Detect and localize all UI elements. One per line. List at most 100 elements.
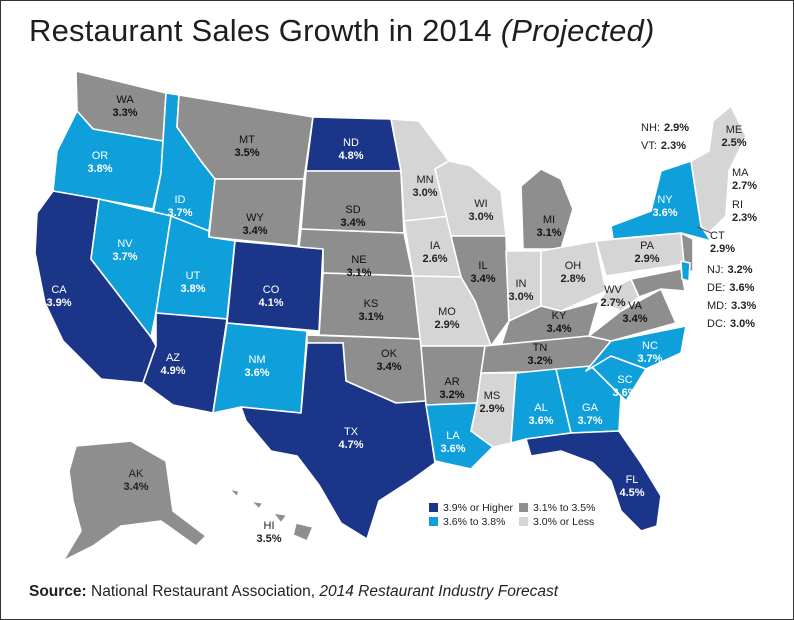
state-abbr-AL: AL — [534, 402, 547, 414]
state-abbr-ME: ME — [726, 124, 743, 136]
state-VA — [588, 288, 677, 342]
state-abbr-LA: LA — [446, 430, 460, 442]
state-value-WY: 3.4% — [242, 225, 267, 237]
state-abbr-AK: AK — [129, 468, 144, 480]
legend-label: 3.1% to 3.5% — [533, 502, 595, 514]
state-value-WI: 3.0% — [468, 211, 493, 223]
title-main: Restaurant Sales Growth in 2014 — [29, 13, 492, 48]
legend-label: 3.0% or Less — [533, 516, 594, 528]
state-value-NE: 3.1% — [346, 267, 371, 279]
state-value-IL: 3.4% — [470, 273, 495, 285]
state-NV — [90, 198, 172, 338]
state-value-MN: 3.0% — [412, 187, 437, 199]
state-AK — [62, 440, 207, 562]
source-credit: Source: National Restaurant Association,… — [29, 583, 558, 601]
state-abbr-MT: MT — [239, 134, 255, 146]
state-label-VA: VA3.4% — [622, 300, 647, 325]
side-label-DE: DE: 3.6% — [707, 282, 755, 294]
state-value-AK: 3.4% — [123, 481, 148, 493]
side-label-RI: RI 2.3% — [732, 199, 757, 224]
legend-item-low: 3.0% or Less — [519, 516, 594, 528]
state-abbr-OR: OR — [92, 150, 109, 162]
state-label-KS: KS3.1% — [358, 298, 383, 323]
state-value-ND: 4.8% — [338, 150, 363, 162]
state-value-UT: 3.8% — [180, 283, 205, 295]
state-value-WV: 2.7% — [600, 297, 625, 309]
state-value-SD: 3.4% — [340, 217, 365, 229]
state-value-WA: 3.3% — [112, 107, 137, 119]
state-GA — [555, 365, 622, 434]
side-value-VT: 2.3% — [661, 140, 686, 152]
state-abbr-WA: WA — [116, 94, 134, 106]
state-value-KY: 3.4% — [546, 323, 571, 335]
state-value-SC: 3.6% — [612, 387, 637, 399]
state-TX — [240, 342, 436, 540]
side-label-NJ: NJ: 3.2% — [707, 264, 753, 276]
state-label-OR: OR3.8% — [87, 150, 112, 175]
state-value-TX: 4.7% — [338, 439, 363, 451]
state-label-MI: MI3.1% — [536, 214, 561, 239]
state-value-KS: 3.1% — [358, 311, 383, 323]
state-abbr-AR: AR — [444, 376, 459, 388]
state-label-NC: NC3.7% — [637, 340, 662, 365]
state-label-KY: KY3.4% — [546, 310, 571, 335]
source-org: National Restaurant Association, — [91, 583, 316, 600]
state-label-UT: UT3.8% — [180, 270, 205, 295]
state-abbr-WY: WY — [246, 212, 264, 224]
side-value-NJ: 3.2% — [728, 264, 753, 276]
state-label-TN: TN3.2% — [527, 342, 552, 367]
state-label-WI: WI3.0% — [468, 198, 493, 223]
state-value-PA: 2.9% — [634, 253, 659, 265]
source-label: Source: — [29, 583, 87, 600]
state-label-CA: CA3.9% — [46, 284, 71, 309]
side-label-MA: MA 2.7% — [732, 167, 757, 192]
state-OH — [540, 240, 607, 312]
state-value-CO: 4.1% — [258, 297, 283, 309]
state-abbr-ND: ND — [343, 137, 359, 149]
side-abbr-DE: DE: — [707, 282, 725, 294]
legend-label: 3.6% to 3.8% — [443, 516, 505, 528]
legend-label: 3.9% or Higher — [443, 502, 514, 514]
state-value-OH: 2.8% — [560, 273, 585, 285]
state-value-MI: 3.1% — [536, 227, 561, 239]
state-abbr-FL: FL — [626, 474, 639, 486]
state-HI — [228, 488, 314, 542]
state-value-AL: 3.6% — [528, 415, 553, 427]
state-label-ME: ME2.5% — [721, 124, 746, 149]
state-value-OK: 3.4% — [376, 361, 401, 373]
side-value-DC: 3.0% — [730, 318, 755, 330]
state-label-OK: OK3.4% — [376, 348, 401, 373]
state-new-england — [690, 105, 747, 234]
state-label-NV: NV3.7% — [112, 238, 137, 263]
state-value-NM: 3.6% — [244, 367, 269, 379]
state-value-IA: 2.6% — [422, 253, 447, 265]
side-abbr-MA: MA — [732, 167, 749, 179]
state-abbr-IA: IA — [430, 240, 441, 252]
state-value-HI: 3.5% — [256, 533, 281, 545]
state-label-MS: MS2.9% — [479, 390, 504, 415]
map-title: Restaurant Sales Growth in 2014 (Project… — [29, 13, 655, 49]
state-label-IL: IL3.4% — [470, 260, 495, 285]
side-abbr-NJ: NJ: — [707, 264, 724, 276]
state-abbr-KS: KS — [364, 298, 379, 310]
state-label-MT: MT3.5% — [234, 134, 259, 159]
state-abbr-WI: WI — [474, 198, 487, 210]
state-value-VA: 3.4% — [622, 313, 647, 325]
state-abbr-WV: WV — [604, 284, 622, 296]
state-label-WV: WV2.7% — [600, 284, 625, 309]
state-value-MO: 2.9% — [434, 319, 459, 331]
state-value-AR: 3.2% — [439, 389, 464, 401]
side-value-MA: 2.7% — [732, 180, 757, 192]
state-abbr-IN: IN — [516, 278, 527, 290]
state-DE — [680, 260, 691, 282]
side-value-RI: 2.3% — [732, 212, 757, 224]
state-label-WY: WY3.4% — [242, 212, 267, 237]
state-value-OR: 3.8% — [87, 163, 112, 175]
state-abbr-AZ: AZ — [166, 352, 180, 364]
state-value-GA: 3.7% — [577, 415, 602, 427]
side-abbr-RI: RI — [732, 199, 743, 211]
state-abbr-OK: OK — [381, 348, 398, 360]
state-value-FL: 4.5% — [619, 487, 644, 499]
state-MI — [520, 168, 574, 250]
